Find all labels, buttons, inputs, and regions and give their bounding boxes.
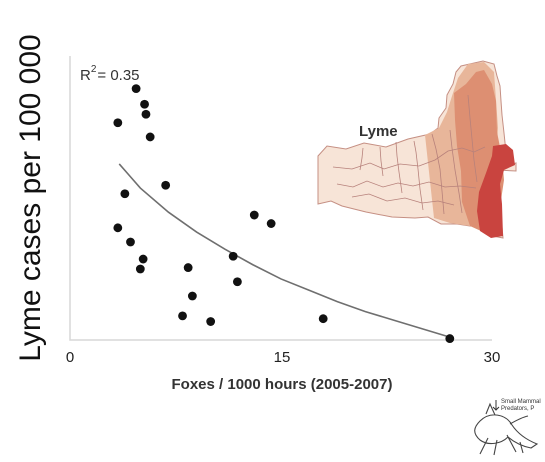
- map-label: Lyme: [359, 123, 398, 140]
- scatter-point: [113, 223, 123, 233]
- r-squared-base: R: [80, 67, 91, 84]
- scatter-point: [138, 254, 148, 264]
- plot-area: 0 15 30 Foxes / 1000 hours (2005-2007) R…: [66, 56, 501, 393]
- scatter-points: [113, 84, 455, 343]
- scatter-point: [145, 132, 155, 142]
- y-axis-title-group: Lyme cases per 100 000: [14, 34, 47, 361]
- scatter-point: [249, 210, 259, 220]
- r-squared-annotation: R2= 0.35: [80, 64, 140, 84]
- map-region-dark: [477, 144, 515, 238]
- x-tick-label: 0: [66, 349, 74, 366]
- scatter-point: [178, 311, 187, 321]
- predator-illustration: [474, 402, 539, 456]
- x-tick-label: 30: [484, 349, 501, 366]
- y-axis-title: Lyme cases per 100 000: [14, 34, 47, 361]
- x-tick-labels: 0 15 30: [66, 349, 501, 366]
- map-region-outline: [332, 94, 486, 215]
- scatter-point: [206, 317, 216, 326]
- scatter-point: [113, 118, 123, 128]
- scatter-point: [187, 291, 197, 301]
- predator-caption-arrow: [492, 400, 500, 411]
- scatter-point: [266, 219, 276, 228]
- trend-line: [118, 163, 451, 338]
- scatter-point: [161, 180, 171, 190]
- scatter-point: [120, 189, 130, 199]
- predator-illustration-group: Small Mammal Predators, P: [474, 399, 541, 456]
- scatter-point: [140, 99, 149, 109]
- r-squared-value: = 0.35: [97, 67, 139, 84]
- scatter-point: [318, 314, 328, 324]
- scatter-point: [135, 264, 145, 274]
- x-tick-label: 15: [274, 349, 291, 366]
- scatter-point: [126, 237, 135, 247]
- scatter-point: [183, 263, 193, 272]
- plot-frame: [69, 56, 492, 341]
- scatter-point: [232, 277, 242, 287]
- x-axis-title: Foxes / 1000 hours (2005-2007): [172, 376, 393, 393]
- predator-caption-line-2: Predators, P: [501, 406, 534, 412]
- new-york-map-inset: Lyme: [317, 60, 517, 239]
- r-squared-superscript: 2: [91, 64, 97, 75]
- scatter-point: [228, 251, 238, 261]
- predator-caption-line-1: Small Mammal: [501, 399, 541, 405]
- scatter-point: [445, 334, 455, 343]
- scatter-point: [131, 84, 141, 94]
- scatter-point: [141, 109, 151, 119]
